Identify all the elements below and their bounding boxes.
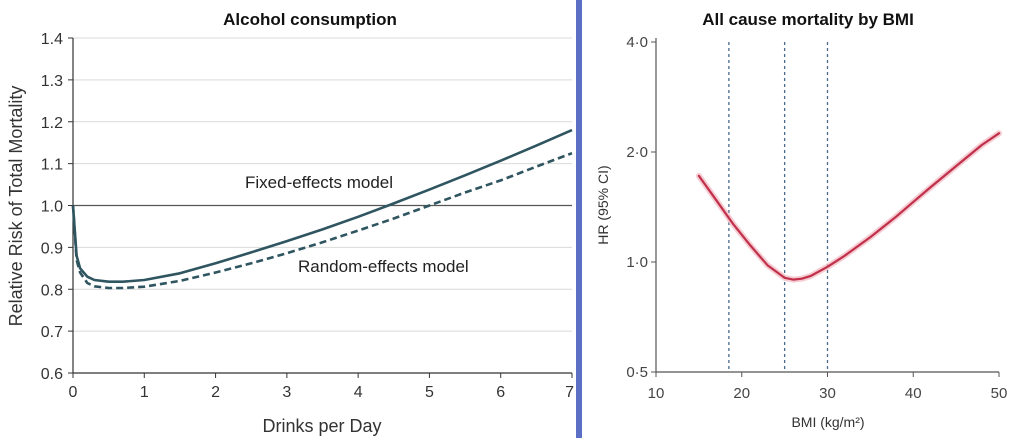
right-reference-lines	[728, 42, 829, 372]
right-y-tick-label: 1·0	[626, 254, 648, 271]
right-series-group	[695, 130, 1002, 283]
bmi-hr-line	[697, 132, 1001, 281]
left-x-tick-label: 4	[354, 384, 363, 401]
left-x-tick-label: 7	[565, 384, 574, 401]
left-x-tick-label: 5	[425, 384, 434, 401]
left-x-tick-label: 0	[69, 384, 78, 401]
left-y-tick-label: 1.2	[41, 115, 63, 132]
left-y-tick-label: 1.0	[41, 199, 63, 216]
right-y-tick-label: 2·0	[626, 144, 648, 161]
alcohol-chart: Alcohol consumption 0.6 0.7 0.8 0.9 1.0 1.1 1.…	[6, 10, 574, 436]
fixed-effects-label: Fixed-effects model	[245, 173, 393, 192]
fixed-effects-line	[71, 128, 573, 283]
left-x-tick-label: 6	[496, 384, 505, 401]
left-chart-title: Alcohol consumption	[223, 10, 397, 29]
right-x-tick-label: 40	[905, 385, 922, 402]
left-series-group	[71, 128, 573, 290]
right-x-tick-label: 20	[733, 385, 750, 402]
left-y-tick-label: 1.1	[41, 157, 63, 174]
left-x-axis-label: Drinks per Day	[262, 416, 381, 436]
bmi-chart: All cause mortality by BMI 0·51·02·04·0 …	[595, 10, 1007, 430]
left-y-tick-label: 0.7	[41, 324, 63, 341]
left-y-ticks: 0.6 0.7 0.8 0.9 1.0 1.1 1.2 1.3 1.4	[41, 31, 73, 383]
random-effects-line	[71, 151, 573, 290]
left-x-tick-label: 2	[211, 384, 220, 401]
left-x-tick-label: 1	[140, 384, 149, 401]
right-x-ticks: 10 20 30 40 50	[648, 372, 1008, 402]
panel-divider	[576, 0, 582, 438]
right-x-tick-label: 30	[819, 385, 836, 402]
left-y-tick-label: 0.6	[41, 366, 63, 383]
left-y-tick-label: 0.9	[41, 240, 63, 257]
left-y-axis-label: Relative Risk of Total Mortality	[6, 86, 26, 327]
right-x-tick-label: 50	[991, 385, 1008, 402]
right-y-tick-label: 4·0	[626, 34, 648, 51]
right-x-tick-label: 10	[648, 385, 665, 402]
left-x-tick-label: 3	[282, 384, 291, 401]
left-x-ticks: 0 1 2 3 4 5 6 7	[69, 373, 574, 401]
right-x-axis-label: BMI (kg/m²)	[791, 414, 864, 430]
right-y-tick-label: 0·5	[626, 364, 648, 381]
bmi-confidence-band	[695, 130, 1002, 283]
right-chart-title: All cause mortality by BMI	[702, 10, 914, 29]
left-y-tick-label: 1.4	[41, 31, 63, 48]
random-effects-label: Random-effects model	[298, 257, 469, 276]
right-y-ticks: 0·5 1·0 2·0 4·0	[626, 34, 656, 381]
left-y-tick-label: 1.3	[41, 73, 63, 90]
left-y-tick-label: 0.8	[41, 282, 63, 299]
right-y-axis-label: HR (95% CI)	[595, 165, 611, 244]
